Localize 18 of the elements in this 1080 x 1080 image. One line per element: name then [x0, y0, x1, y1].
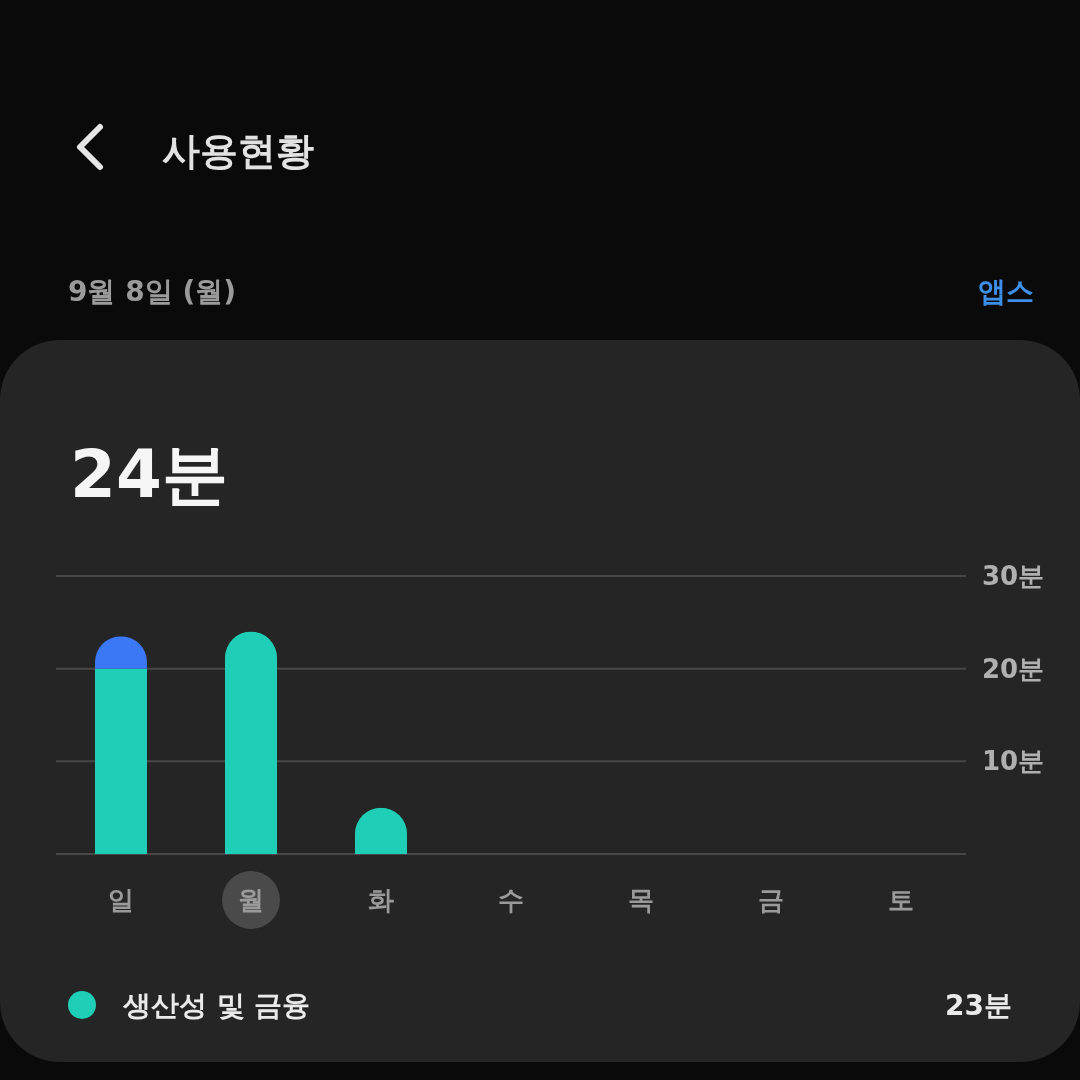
x-tick-label: 수	[498, 885, 524, 916]
x-tick-label: 토	[888, 885, 914, 916]
text: 24분	[70, 436, 228, 513]
y-tick-label: 30분	[982, 561, 1045, 592]
y-tick-label: 10분	[982, 746, 1045, 777]
legend-label: 생산성 및 금융	[122, 988, 311, 1022]
text: 23분	[945, 988, 1012, 1022]
chart-title: 사용현황	[162, 129, 314, 173]
x-tick-label: 목	[628, 885, 654, 916]
text: 앱스	[978, 275, 1034, 308]
x-tick-label: 월	[238, 885, 264, 916]
bar	[225, 631, 277, 854]
bar	[95, 668, 147, 854]
y-tick-label: 20분	[982, 653, 1045, 684]
x-tick-label: 금	[758, 885, 784, 916]
x-tick-label: 일	[108, 885, 134, 916]
x-tick-label: 화	[368, 885, 394, 916]
chart-subtitle: 9월 8일 (월)	[68, 275, 237, 308]
